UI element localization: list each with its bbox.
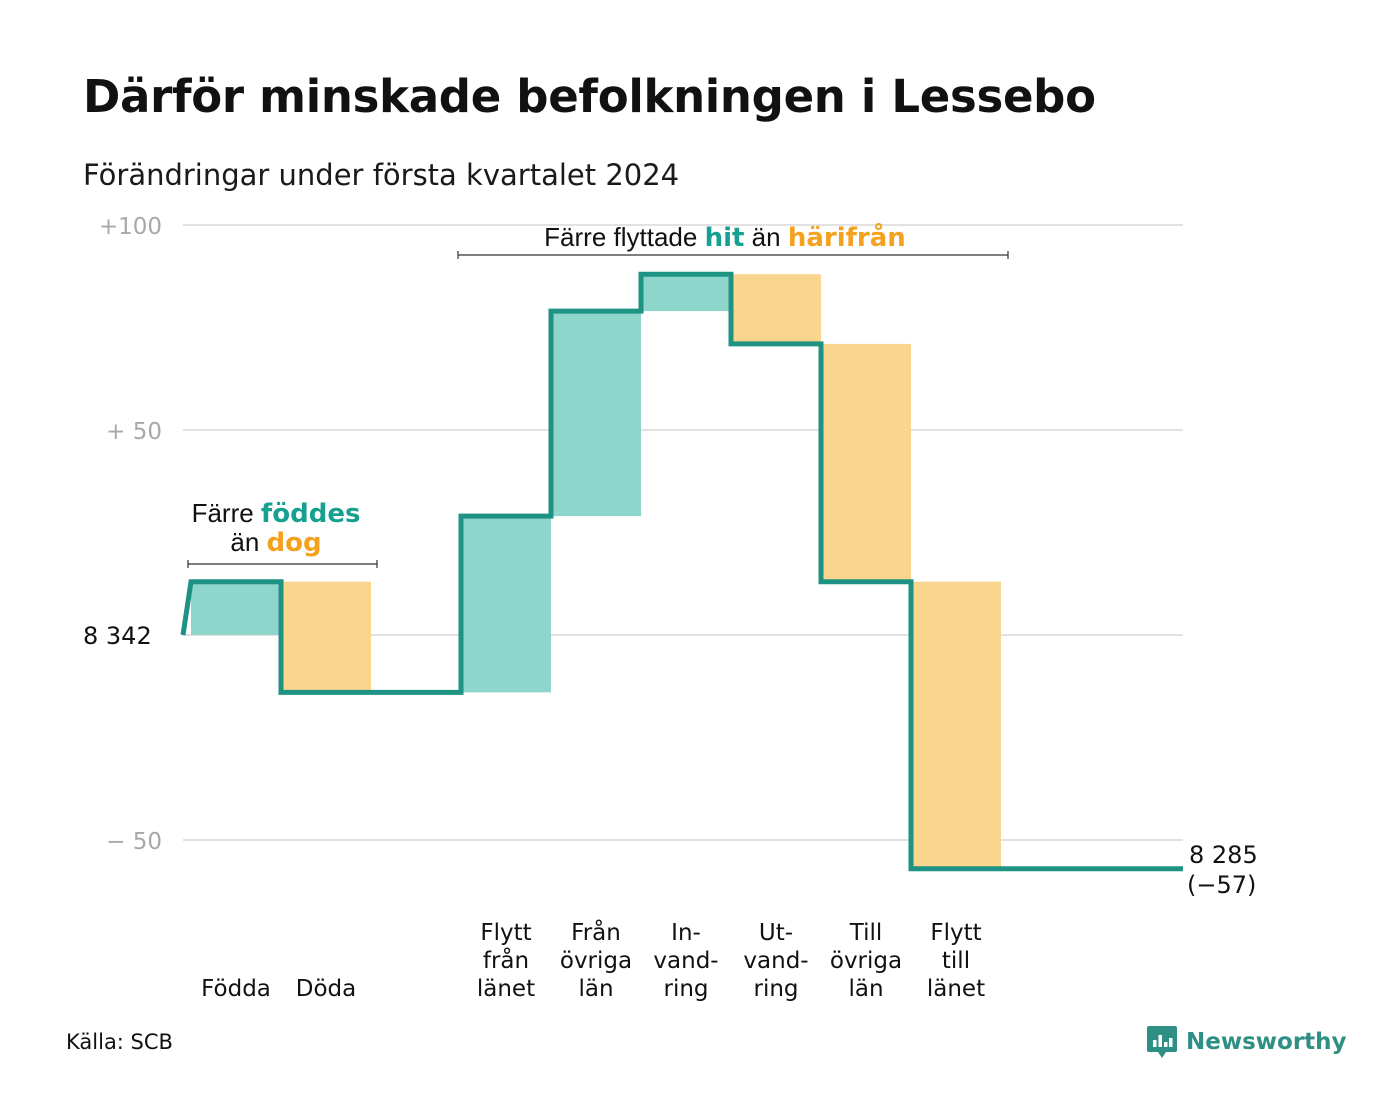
category-label: vand- xyxy=(653,948,718,974)
annotation-migration: Färre flyttade hit än härifrån xyxy=(457,221,1009,259)
category-label: län xyxy=(848,976,883,1002)
category-label: vand- xyxy=(743,948,808,974)
category-label: övriga xyxy=(830,948,902,974)
bar-increase xyxy=(551,311,641,517)
annotation-text: Färre xyxy=(192,498,254,528)
bar-decrease xyxy=(821,343,911,582)
cumulative-step-line xyxy=(180,271,1183,872)
category-label: län xyxy=(578,976,613,1002)
annotation-emphasis-deaths: dog xyxy=(267,528,322,558)
baseline-value-label: 8 342 xyxy=(83,622,152,650)
source-note: Källa: SCB xyxy=(66,1030,173,1054)
category-label: länet xyxy=(927,976,985,1002)
category-label: till xyxy=(942,948,970,974)
annotation-text: än xyxy=(752,222,781,252)
annotation-emphasis-harifran: härifrån xyxy=(788,221,906,253)
bar-increase xyxy=(641,274,731,312)
category-label: In- xyxy=(671,920,701,946)
annotation-text: Färre flyttade xyxy=(544,222,697,252)
category-label: ring xyxy=(753,976,798,1002)
svg-text:Färre flyttade hit: Färre flyttade hit än härifrån xyxy=(544,221,906,253)
svg-text:än dog: än dog xyxy=(230,527,321,558)
waterfall-chart: +100+ 508 342− 50 Födda DödaFlyttfrånläne… xyxy=(83,214,1258,1002)
bar-decrease xyxy=(911,581,1001,869)
bar-decrease xyxy=(281,581,371,693)
end-value-label: 8 285 xyxy=(1189,841,1258,869)
bar-layer xyxy=(191,274,1001,869)
category-label: Döda xyxy=(296,976,356,1002)
category-label: ring xyxy=(663,976,708,1002)
category-label: Flytt xyxy=(930,920,981,946)
newsworthy-chart-icon xyxy=(1147,1026,1177,1058)
logo-text: Newsworthy xyxy=(1186,1029,1347,1055)
bar-increase xyxy=(191,581,281,635)
category-label: Ut- xyxy=(759,920,793,946)
category-label: Födda xyxy=(201,976,271,1002)
category-label: från xyxy=(483,946,529,974)
page-title: Därför minskade befolkningen i Lessebo xyxy=(83,70,1096,123)
y-tick-label: − 50 xyxy=(106,829,162,855)
annotation-births-deaths: Färre föddes än dog xyxy=(187,498,378,568)
category-label: Flytt xyxy=(480,920,531,946)
page-subtitle: Förändringar under första kvartalet 2024 xyxy=(83,158,680,192)
svg-text:Färre föddes: Färre föddes xyxy=(192,498,361,529)
tick-layer: +100 + 50 8 342 − 50 xyxy=(83,214,162,855)
category-label: övriga xyxy=(560,948,632,974)
end-change-label: (−57) xyxy=(1187,871,1256,899)
y-tick-label: +100 xyxy=(99,214,162,240)
bar-increase xyxy=(461,516,551,693)
annotation-emphasis-hit: hit xyxy=(705,223,745,253)
y-tick-label: + 50 xyxy=(106,419,162,445)
bar-decrease xyxy=(731,274,821,344)
grid-layer xyxy=(183,224,1183,841)
annotation-text: än xyxy=(230,527,259,557)
line-layer xyxy=(180,271,1183,872)
category-label: länet xyxy=(477,976,535,1002)
annotation-emphasis-births: föddes xyxy=(261,499,361,529)
newsworthy-logo[interactable]: Newsworthy xyxy=(1146,1024,1347,1060)
category-label: Från xyxy=(571,918,621,946)
category-label: Till xyxy=(849,920,883,946)
category-label-layer: Födda DödaFlyttfrånlänetFrånövrigalänIn-v… xyxy=(201,918,985,1002)
